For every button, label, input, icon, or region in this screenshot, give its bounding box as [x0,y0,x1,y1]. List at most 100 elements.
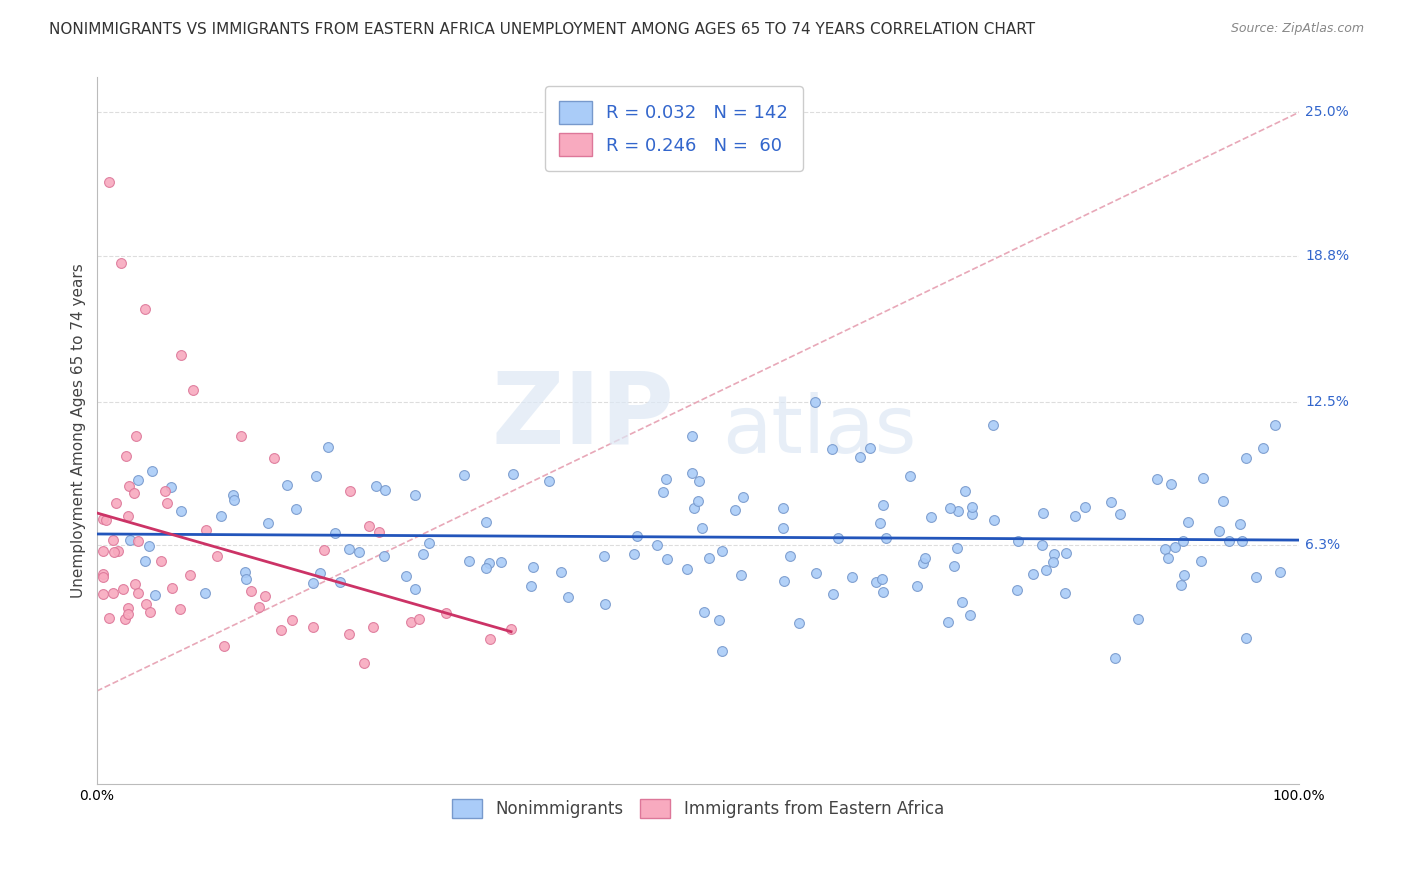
Point [101,585,124,599]
Point [772,500,794,515]
Point [404,582,426,597]
Point [865,575,887,590]
Point [408,612,430,626]
Text: atlas: atlas [723,392,917,469]
Point [1208,524,1230,539]
Point [170,504,193,518]
Point [194,586,217,600]
Point [681,429,703,443]
Point [478,556,501,570]
Point [1244,570,1267,584]
Point [101,533,124,548]
Point [1031,538,1053,552]
Point [953,484,976,499]
Point [399,615,422,629]
Point [479,632,502,647]
Point [1234,632,1257,646]
Point [501,622,523,636]
Point [127,586,149,600]
Point [93,566,115,581]
Point [1177,516,1199,530]
Point [950,595,973,609]
Point [1054,546,1077,560]
Point [97,175,120,189]
Text: NONIMMIGRANTS VS IMMIGRANTS FROM EASTERN AFRICA UNEMPLOYMENT AMONG AGES 65 TO 74: NONIMMIGRANTS VS IMMIGRANTS FROM EASTERN… [49,22,1035,37]
Point [169,601,191,615]
Point [117,607,139,622]
Point [453,468,475,483]
Point [312,542,335,557]
Point [124,577,146,591]
Point [1022,567,1045,582]
Point [195,523,218,537]
Point [138,539,160,553]
Point [772,520,794,534]
Point [821,442,844,457]
Point [1229,517,1251,532]
Point [651,484,673,499]
Point [357,519,380,533]
Point [841,570,863,584]
Point [122,486,145,500]
Point [149,554,172,568]
Point [522,560,544,574]
Text: ZIP: ZIP [491,368,673,465]
Point [91,544,114,558]
Y-axis label: Unemployment Among Ages 65 to 74 years: Unemployment Among Ages 65 to 74 years [72,263,86,598]
Point [859,441,882,455]
Point [550,565,572,579]
Point [1157,550,1180,565]
Point [125,429,148,443]
Point [626,529,648,543]
Point [1234,451,1257,466]
Point [1270,565,1292,579]
Point [723,502,745,516]
Point [1099,495,1122,509]
Point [920,510,942,524]
Point [127,473,149,487]
Point [872,498,894,512]
Point [849,450,872,464]
Point [127,533,149,548]
Point [337,626,360,640]
Point [256,516,278,531]
Point [1032,506,1054,520]
Point [309,566,332,581]
Point [959,607,981,622]
Legend: Nonimmigrants, Immigrants from Eastern Africa: Nonimmigrants, Immigrants from Eastern A… [446,792,950,825]
Point [233,565,256,579]
Point [249,600,271,615]
Point [221,488,243,502]
Point [683,500,706,515]
Point [623,547,645,561]
Point [1064,508,1087,523]
Point [353,657,375,671]
Point [1007,534,1029,549]
Point [339,483,361,498]
Point [1109,507,1132,521]
Point [263,450,285,465]
Point [305,469,328,483]
Point [105,496,128,510]
Point [772,574,794,589]
Point [474,515,496,529]
Point [170,348,193,362]
Point [112,582,135,597]
Point [1191,554,1213,568]
Point [276,478,298,492]
Point [538,474,561,488]
Point [911,556,934,570]
Point [1251,441,1274,455]
Point [681,466,703,480]
Point [983,513,1005,527]
Text: Source: ZipAtlas.com: Source: ZipAtlas.com [1230,22,1364,36]
Point [114,450,136,464]
Point [254,589,277,603]
Point [645,538,668,552]
Point [1146,472,1168,486]
Point [688,493,710,508]
Point [1104,651,1126,665]
Point [141,464,163,478]
Point [869,516,891,531]
Point [159,480,181,494]
